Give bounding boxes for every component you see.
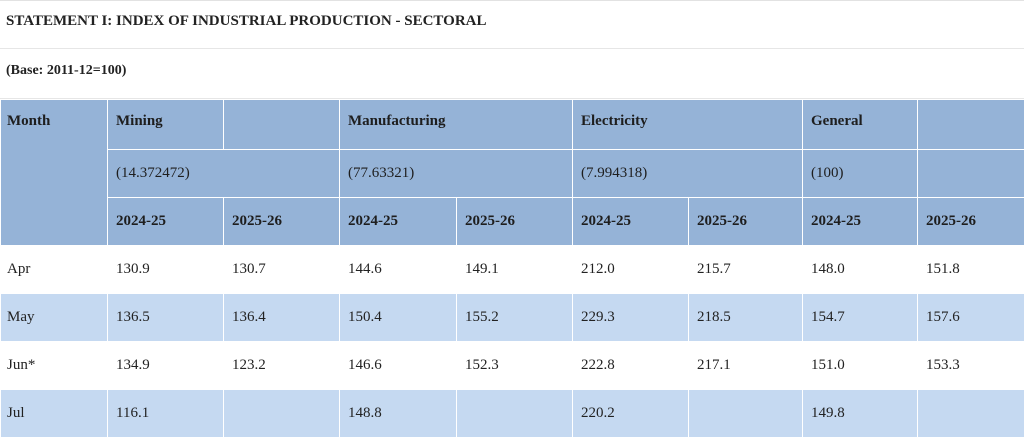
- value-cell: 130.7: [224, 246, 340, 294]
- value-cell: 134.9: [108, 342, 224, 390]
- value-cell: 220.2: [573, 390, 689, 438]
- weight-general: (100): [803, 150, 918, 198]
- iip-sectoral-table: Month Mining Manufacturing Electricity G…: [0, 99, 1024, 438]
- value-cell: [918, 390, 1024, 438]
- weight-mining: (14.372472): [108, 150, 340, 198]
- value-cell: 136.5: [108, 294, 224, 342]
- sector-header-electricity: Electricity: [573, 100, 803, 150]
- table-row: Jul 116.1 148.8 220.2 149.8: [1, 390, 1024, 438]
- value-cell: 144.6: [340, 246, 457, 294]
- value-cell: 149.1: [457, 246, 573, 294]
- value-cell: 136.4: [224, 294, 340, 342]
- value-cell: 157.6: [918, 294, 1024, 342]
- value-cell: 218.5: [689, 294, 803, 342]
- value-cell: 146.6: [340, 342, 457, 390]
- value-cell: 148.0: [803, 246, 918, 294]
- table-row: May 136.5 136.4 150.4 155.2 229.3 218.5 …: [1, 294, 1024, 342]
- weight-header-row: (14.372472) (77.63321) (7.994318) (100): [1, 150, 1024, 198]
- value-cell: 217.1: [689, 342, 803, 390]
- header-empty-cell: [918, 150, 1024, 198]
- weight-manufacturing: (77.63321): [340, 150, 573, 198]
- year-header: 2024-25: [108, 198, 224, 246]
- year-header-row: 2024-25 2025-26 2024-25 2025-26 2024-25 …: [1, 198, 1024, 246]
- value-cell: 149.8: [803, 390, 918, 438]
- year-header: 2024-25: [340, 198, 457, 246]
- value-cell: 154.7: [803, 294, 918, 342]
- year-header: 2025-26: [224, 198, 340, 246]
- table-row: Apr 130.9 130.7 144.6 149.1 212.0 215.7 …: [1, 246, 1024, 294]
- year-header: 2025-26: [918, 198, 1024, 246]
- statement-title: STATEMENT I: INDEX OF INDUSTRIAL PRODUCT…: [0, 1, 1024, 49]
- base-note: (Base: 2011-12=100): [0, 49, 1024, 99]
- value-cell: 155.2: [457, 294, 573, 342]
- value-cell: 130.9: [108, 246, 224, 294]
- weight-electricity: (7.994318): [573, 150, 803, 198]
- value-cell: [457, 390, 573, 438]
- value-cell: 123.2: [224, 342, 340, 390]
- value-cell: 151.0: [803, 342, 918, 390]
- value-cell: 215.7: [689, 246, 803, 294]
- header-empty-cell: [224, 100, 340, 150]
- value-cell: 212.0: [573, 246, 689, 294]
- sector-header-row: Month Mining Manufacturing Electricity G…: [1, 100, 1024, 150]
- sector-header-general: General: [803, 100, 918, 150]
- header-empty-cell: [918, 100, 1024, 150]
- sector-header-mining: Mining: [108, 100, 224, 150]
- value-cell: 116.1: [108, 390, 224, 438]
- month-cell: Jul: [1, 390, 108, 438]
- value-cell: [224, 390, 340, 438]
- value-cell: 152.3: [457, 342, 573, 390]
- year-header: 2024-25: [573, 198, 689, 246]
- year-header: 2025-26: [689, 198, 803, 246]
- year-header: 2024-25: [803, 198, 918, 246]
- month-cell: May: [1, 294, 108, 342]
- month-cell: Apr: [1, 246, 108, 294]
- month-cell: Jun*: [1, 342, 108, 390]
- value-cell: 150.4: [340, 294, 457, 342]
- sector-header-manufacturing: Manufacturing: [340, 100, 573, 150]
- value-cell: 229.3: [573, 294, 689, 342]
- month-header: Month: [1, 100, 108, 246]
- value-cell: 222.8: [573, 342, 689, 390]
- table-row: Jun* 134.9 123.2 146.6 152.3 222.8 217.1…: [1, 342, 1024, 390]
- value-cell: 148.8: [340, 390, 457, 438]
- value-cell: 151.8: [918, 246, 1024, 294]
- value-cell: 153.3: [918, 342, 1024, 390]
- year-header: 2025-26: [457, 198, 573, 246]
- value-cell: [689, 390, 803, 438]
